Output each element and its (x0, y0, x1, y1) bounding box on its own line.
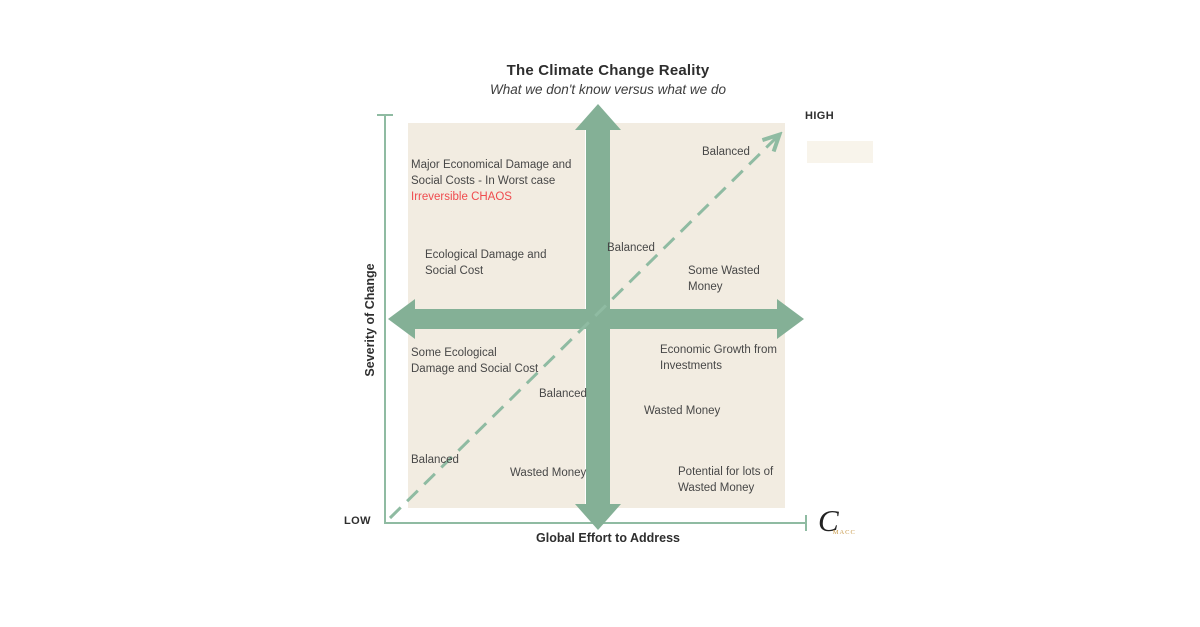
label-balanced-center-lower: Balanced (539, 388, 587, 400)
quadrant-top-left-bg (408, 123, 585, 309)
label-irreversible-chaos: Irreversible CHAOS (411, 190, 512, 203)
label-potential-wasted-money: Potential for lots of Wasted Money (678, 466, 774, 494)
label-balanced-top-right: Balanced (702, 146, 750, 158)
x-axis-title: Global Effort to Address (536, 531, 680, 545)
quadrant-top-right-bg (609, 123, 785, 309)
label-major-damage-text: Major Economical Damage and Social Costs… (411, 158, 572, 187)
logo-small-text: MACC (832, 529, 856, 536)
label-wasted-money-bottom-left: Wasted Money (510, 467, 587, 479)
vertical-arrow-band (575, 104, 621, 530)
header: The Climate Change Reality What we don't… (408, 62, 808, 97)
logo-initial: C (818, 503, 839, 538)
vertical-arrow-top-head (575, 104, 621, 130)
label-some-ecological-damage: Some Ecological Damage and Social Cost (411, 347, 539, 375)
label-ecological-damage: Ecological Damage and Social Cost (425, 249, 547, 277)
page-subtitle: What we don't know versus what we do (490, 82, 726, 97)
vertical-arrow-bottom-head (575, 504, 621, 530)
y-axis-title: Severity of Change (363, 263, 377, 377)
page-title: The Climate Change Reality (506, 62, 710, 79)
diagonal-balance-arrow (388, 136, 778, 520)
label-some-wasted-money: Some Wasted Money (688, 265, 760, 293)
quadrant-bottom-right-bg (609, 329, 785, 508)
vertical-arrow-shaft (586, 128, 610, 506)
label-balanced-center-upper: Balanced (607, 242, 655, 254)
legend-swatch (807, 141, 873, 163)
quadrant-bottom-left-bg (408, 329, 585, 508)
horizontal-arrow-left-head (388, 299, 415, 339)
label-balanced-bottom-left: Balanced (411, 454, 459, 466)
high-label: HIGH (805, 110, 835, 122)
low-label: LOW (344, 515, 371, 527)
label-wasted-money-bottom-right: Wasted Money (644, 405, 721, 417)
label-major-damage: Major Economical Damage and Social Costs… (411, 142, 596, 221)
brand-logo: CMACC (818, 503, 862, 539)
label-economic-growth: Economic Growth from Investments (660, 344, 777, 372)
horizontal-arrow-right-head (777, 299, 804, 339)
